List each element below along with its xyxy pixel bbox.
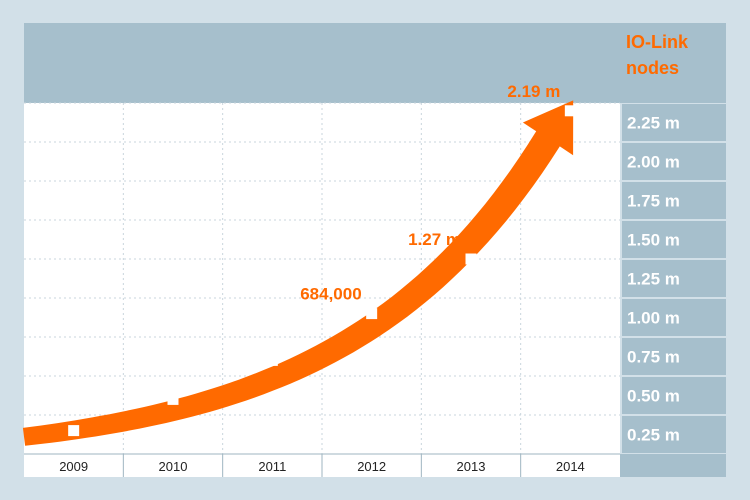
data-label-2013: 1.27 m bbox=[408, 230, 461, 249]
x-tick-label-2012: 2012 bbox=[357, 459, 386, 474]
y-axis-cell-8 bbox=[622, 104, 726, 141]
data-labels: 684,000 1.27 m 2.19 m bbox=[300, 82, 560, 304]
data-point-2013 bbox=[465, 253, 477, 265]
chart-title: IO-Link nodes bbox=[626, 32, 693, 78]
x-tick-label-2010: 2010 bbox=[159, 459, 188, 474]
chart-title-line-2: nodes bbox=[626, 58, 679, 78]
y-axis-cell-6 bbox=[622, 182, 726, 219]
y-tick-label-3: 1.00 m bbox=[627, 309, 680, 328]
y-tick-label-5: 1.50 m bbox=[627, 231, 680, 250]
x-tick-label-2009: 2009 bbox=[59, 459, 88, 474]
data-label-2012: 684,000 bbox=[300, 285, 361, 304]
y-axis-cell-7 bbox=[622, 143, 726, 180]
axis-panel-bottom bbox=[620, 454, 726, 477]
y-axis-cell-2 bbox=[622, 338, 726, 375]
x-tick-label-2011: 2011 bbox=[258, 459, 286, 474]
data-point-2014 bbox=[564, 105, 576, 117]
data-point-2010 bbox=[167, 393, 179, 405]
trend-arrow bbox=[22, 100, 574, 446]
x-tick-label-2014: 2014 bbox=[556, 459, 585, 474]
y-axis-cell-4 bbox=[622, 260, 726, 297]
y-tick-label-0: 0.25 m bbox=[627, 426, 680, 445]
data-label-2014: 2.19 m bbox=[507, 82, 560, 101]
y-tick-label-8: 2.25 m bbox=[627, 114, 680, 133]
y-axis-cell-0 bbox=[622, 416, 726, 453]
y-tick-label-7: 2.00 m bbox=[627, 153, 680, 172]
y-tick-label-4: 1.25 m bbox=[627, 270, 680, 289]
y-tick-label-1: 0.50 m bbox=[627, 387, 680, 406]
data-point-2009 bbox=[68, 425, 80, 437]
y-tick-label-6: 1.75 m bbox=[627, 192, 680, 211]
y-axis-cell-5 bbox=[622, 221, 726, 258]
data-point-2012 bbox=[366, 308, 378, 320]
data-point-2011 bbox=[266, 354, 278, 366]
y-axis-panel: 0.25 m 0.50 m 0.75 m 1.00 m 1.25 m 1.50 m 1.75… bbox=[622, 104, 726, 453]
header-band bbox=[24, 23, 726, 103]
y-axis-cell-3 bbox=[622, 299, 726, 336]
y-tick-label-2: 0.75 m bbox=[627, 348, 680, 367]
y-axis-cell-1 bbox=[622, 377, 726, 414]
x-tick-label-2013: 2013 bbox=[457, 459, 486, 474]
chart-title-line-1: IO-Link bbox=[626, 32, 689, 52]
x-axis: 2009 2010 2011 2012 2013 2014 bbox=[24, 453, 620, 477]
data-points bbox=[68, 105, 576, 437]
trend-arrow-layer bbox=[22, 100, 574, 446]
